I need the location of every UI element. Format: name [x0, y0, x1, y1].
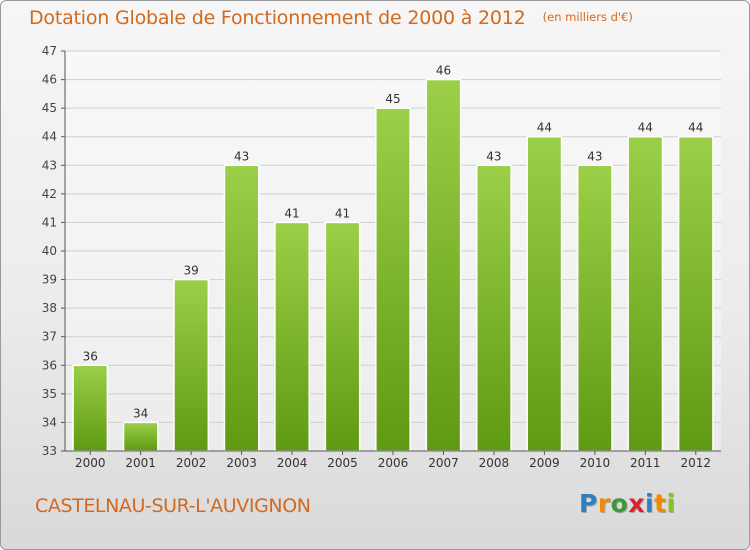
y-tick-label: 35	[42, 387, 57, 401]
logo-letter: P	[579, 489, 598, 518]
y-tick-label: 33	[42, 444, 57, 458]
bar	[72, 364, 109, 452]
bar-value-label: 41	[284, 206, 299, 220]
logo-letter: r	[597, 489, 611, 518]
y-tick-label: 38	[42, 301, 57, 315]
bar-value-label: 43	[234, 149, 249, 163]
bar-value-label: 44	[537, 121, 552, 135]
x-tick-label: 2002	[176, 456, 207, 470]
proxiti-logo: Proxiti	[579, 489, 676, 518]
x-tick-label: 2011	[630, 456, 661, 470]
bar	[324, 221, 361, 452]
logo-letter: o	[610, 489, 629, 518]
logo-letter: i	[666, 489, 676, 518]
x-tick-label: 2001	[125, 456, 156, 470]
y-tick-label: 44	[42, 130, 57, 144]
bar	[576, 164, 613, 452]
x-tick-label: 2004	[277, 456, 308, 470]
y-tick-label: 34	[42, 415, 57, 429]
y-tick-label: 41	[42, 215, 57, 229]
bar-value-label: 43	[587, 149, 602, 163]
y-tick-label: 47	[42, 44, 57, 58]
bar-value-label: 46	[436, 64, 451, 78]
x-tick-label: 2010	[580, 456, 611, 470]
bar	[526, 135, 563, 452]
chart-header: Dotation Globale de Fonctionnement de 20…	[29, 7, 633, 29]
x-tick-label: 2000	[75, 456, 106, 470]
y-tick-label: 46	[42, 73, 57, 87]
y-tick-label: 37	[42, 330, 57, 344]
chart-unit-label: (en milliers d'€)	[542, 10, 633, 24]
y-tick-label: 43	[42, 158, 57, 172]
x-tick-label: 2008	[479, 456, 510, 470]
y-tick-label: 42	[42, 187, 57, 201]
bar-value-label: 45	[385, 92, 400, 106]
y-tick-label: 36	[42, 358, 57, 372]
bar	[677, 135, 714, 452]
bar-value-label: 41	[335, 206, 350, 220]
y-tick-label: 40	[42, 244, 57, 258]
x-tick-label: 2006	[378, 456, 409, 470]
bar	[627, 135, 664, 452]
chart-title: Dotation Globale de Fonctionnement de 20…	[29, 7, 526, 29]
bar	[274, 221, 310, 452]
bar-value-label: 44	[688, 121, 703, 135]
bar	[173, 278, 210, 452]
bar	[122, 421, 159, 452]
bar	[425, 78, 462, 452]
logo-letter: x	[628, 489, 645, 518]
commune-name: CASTELNAU-SUR-L'AUVIGNON	[35, 495, 311, 517]
bar-value-label: 34	[133, 406, 148, 420]
bar-value-label: 43	[486, 149, 501, 163]
y-tick-label: 45	[42, 101, 57, 115]
x-tick-label: 2003	[226, 456, 257, 470]
x-tick-label: 2009	[529, 456, 560, 470]
bar-value-label: 44	[638, 121, 653, 135]
bar-value-label: 39	[184, 264, 199, 278]
bar-value-label: 36	[83, 349, 98, 363]
x-tick-label: 2005	[327, 456, 358, 470]
x-tick-label: 2007	[428, 456, 459, 470]
logo-letter: i	[645, 489, 655, 518]
x-tick-label: 2012	[680, 456, 711, 470]
bar	[375, 107, 411, 452]
bar	[223, 164, 260, 452]
bar	[476, 164, 512, 452]
y-tick-label: 39	[42, 273, 57, 287]
logo-letter: t	[654, 489, 667, 518]
